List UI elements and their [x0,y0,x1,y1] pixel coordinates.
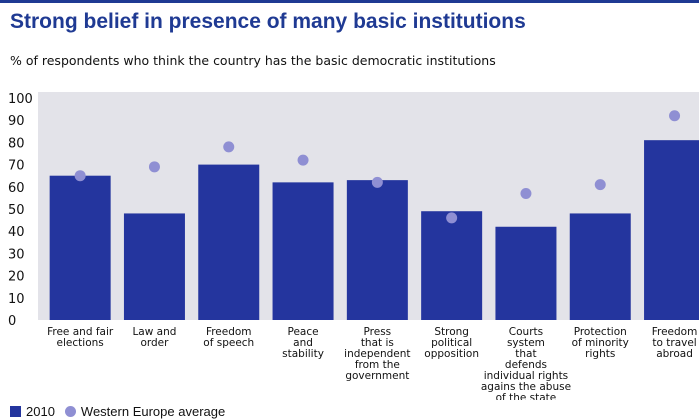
y-tick-label: 100 [8,92,33,107]
y-tick-label: 60 [8,181,25,196]
dot-western-europe [223,141,235,153]
chart-title: Strong belief in presence of many basic … [10,10,526,33]
bar-2010 [49,175,111,320]
y-tick-label: 80 [8,136,25,151]
bar-2010 [495,226,557,320]
y-tick-label: 10 [8,292,25,307]
x-category-label: Freedom of speech [203,326,254,349]
legend-swatch-bar [10,406,21,417]
dot-western-europe [446,212,458,224]
y-tick-label: 50 [8,203,25,218]
dot-western-europe [74,170,86,182]
legend: 2010 Western Europe average [10,404,225,419]
x-category-label: Freedom to travel abroad [652,326,698,360]
legend-label-western-europe: Western Europe average [80,404,226,419]
legend-label-2010: 2010 [26,404,55,419]
y-tick-label: 30 [8,247,25,262]
bar-2010 [272,182,334,320]
y-tick-label: 20 [8,270,25,285]
y-tick-label: 40 [8,225,25,240]
y-tick-label: 90 [8,114,25,129]
x-category-label: Law and order [132,326,176,349]
chart-subtitle: % of respondents who think the country h… [10,53,496,68]
x-category-label: Courts system that defends individual rights… [481,326,571,400]
bar-2010 [198,164,260,320]
dot-western-europe [669,110,681,122]
bar-2010 [421,211,483,320]
dot-western-europe [148,161,160,173]
x-category-label: Protection of minority rights [572,326,629,360]
x-category-label: Strong political opposition [424,326,479,360]
dot-western-europe [371,176,383,188]
x-category-label: Free and fair elections [47,326,114,349]
x-category-label: Press that is independent from the governmen… [344,326,410,382]
top-rule [0,0,699,3]
legend-swatch-dot [64,406,76,417]
x-category-label: Peace and stability [282,326,324,360]
bar-2010 [644,140,699,320]
bar-2010 [569,213,631,320]
y-tick-label: 0 [8,314,16,329]
bar-2010 [346,180,408,320]
y-tick-label: 70 [8,159,25,174]
dot-western-europe [297,154,309,166]
bar-chart: 0 10 20 30 40 50 60 70 80 90 100 Free and fair elec… [8,92,699,400]
dot-western-europe [520,187,532,199]
bar-2010 [123,213,185,320]
dot-western-europe [594,179,606,191]
